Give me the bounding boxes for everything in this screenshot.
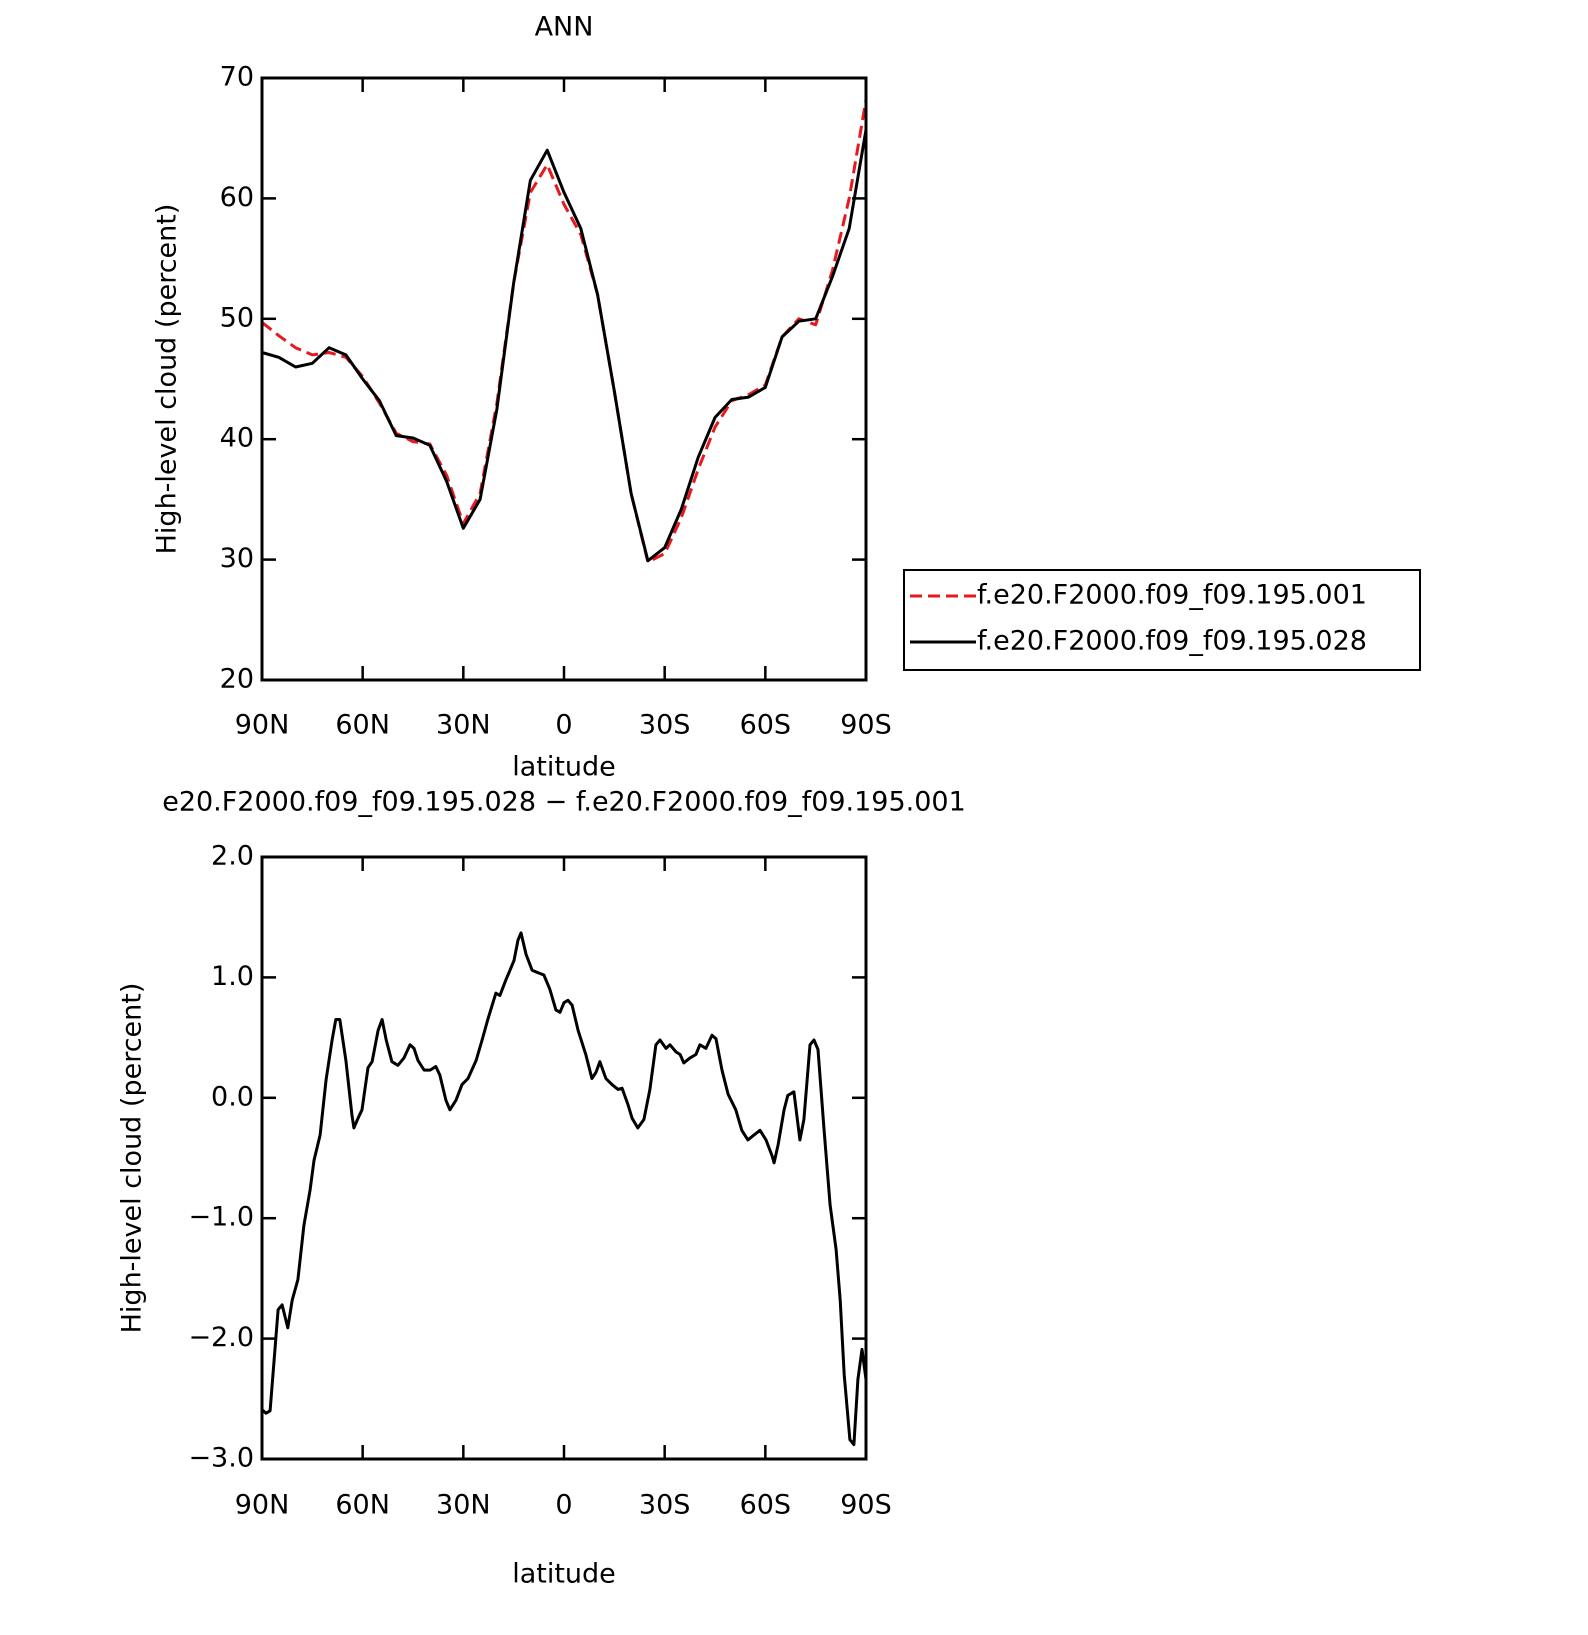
y-tick-label: 20 [220,664,254,695]
data-line [260,931,868,1447]
x-tick-label: 60N [335,710,390,741]
x-tick-label: 90S [840,710,892,741]
y-tick-label: 60 [220,182,254,213]
y-tick-label: 2.0 [211,841,254,872]
x-tick-label: 30N [436,710,491,741]
y-tick-label: 1.0 [211,961,254,992]
y-tick-label: 30 [220,543,254,574]
x-tick-label: 30N [436,1490,491,1521]
x-axis-label: latitude [512,752,616,783]
y-axis-label: High-level cloud (percent) [117,983,148,1334]
chart-title: ANN [535,12,594,43]
data-line [261,129,868,563]
plot-frame [260,855,868,1461]
y-tick-label: −2.0 [188,1322,254,1353]
y-axis-label: High-level cloud (percent) [152,204,183,555]
x-tick-label: 0 [555,1490,572,1521]
x-tick-label: 90S [840,1490,892,1521]
x-tick-label: 60S [740,1490,792,1521]
y-tick-label: 0.0 [211,1081,254,1112]
x-tick-label: 30S [639,710,691,741]
x-tick-label: 30S [639,1490,691,1521]
x-tick-label: 0 [555,710,572,741]
x-tick-label: 90N [235,1490,290,1521]
plot-frame [260,76,868,682]
y-tick-label: 50 [220,302,254,333]
chart-title: e20.F2000.f09_f09.195.028 − f.e20.F2000.… [162,787,966,818]
y-tick-label: 40 [220,423,254,454]
y-tick-label: −1.0 [188,1202,254,1233]
legend-label: f.e20.F2000.f09_f09.195.028 [977,626,1367,657]
x-axis-label: latitude [512,1559,616,1590]
x-tick-label: 60S [740,710,792,741]
x-tick-label: 90N [235,710,290,741]
y-tick-label: 70 [220,62,254,93]
x-tick-label: 60N [335,1490,390,1521]
data-line [261,99,868,564]
y-tick-label: −3.0 [188,1443,254,1474]
legend-box [903,569,1421,671]
legend-label: f.e20.F2000.f09_f09.195.001 [977,580,1367,611]
